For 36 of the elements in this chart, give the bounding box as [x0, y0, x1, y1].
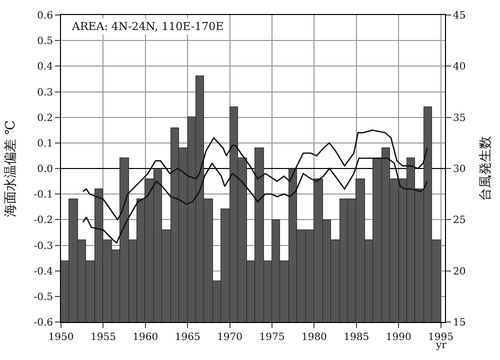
annotation: AREA: 4N-24N, 110E-170E	[71, 20, 224, 33]
x-tick-label: 1995	[428, 332, 454, 343]
x-tick-label: 1955	[90, 332, 116, 343]
y-tick-label: 0.0	[37, 164, 53, 175]
y-tick-label: -0.2	[34, 215, 53, 226]
x-tick-label: 1970	[217, 332, 243, 343]
y-tick-label: 0.4	[37, 62, 53, 73]
x-tick-label: 1980	[301, 332, 327, 343]
y-tick-label: 0.1	[37, 138, 53, 150]
y-tick-label: -0.5	[34, 292, 53, 303]
y2-tick-label: 45	[453, 10, 466, 22]
y2-axis-title: 台風発生数	[478, 136, 494, 201]
y-tick-label: 0.2	[37, 112, 53, 124]
y2-tick-label: 40	[453, 62, 466, 73]
x-tick-label: 1960	[132, 332, 158, 343]
x-tick-label: 1975	[259, 332, 285, 343]
y-tick-label: -0.1	[34, 190, 53, 201]
y-tick-label: 0.5	[37, 36, 53, 48]
x-tick-label: 1950	[48, 332, 74, 343]
line-series	[82, 129, 428, 220]
y2-tick-label: 35	[453, 112, 466, 124]
y-tick-label: -0.4	[34, 266, 53, 278]
x-tick-label: 1990	[386, 332, 412, 343]
y2-tick-label: 15	[453, 318, 466, 328]
x-axis-title: yr	[435, 340, 447, 351]
x-tick-label: 1965	[174, 332, 200, 343]
y2-tick-label: 25	[453, 215, 466, 226]
y-tick-label: -0.3	[34, 240, 53, 252]
y2-tick-label: 20	[453, 266, 466, 278]
y-axis-title: 海面水温偏差 ℃	[4, 120, 19, 217]
y2-tick-label: 30	[453, 164, 466, 175]
y-tick-label: 0.6	[37, 10, 53, 22]
y-tick-label: 0.3	[37, 87, 53, 98]
y-tick-label: -0.6	[34, 318, 53, 328]
x-tick-label: 1985	[344, 332, 370, 343]
line-series	[82, 158, 428, 244]
